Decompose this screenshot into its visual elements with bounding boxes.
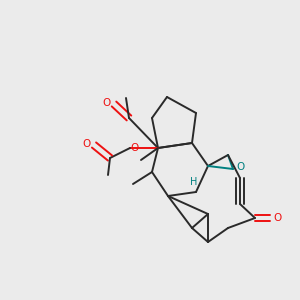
Text: H: H	[190, 177, 198, 187]
Text: O: O	[102, 98, 111, 107]
Text: O: O	[82, 139, 91, 148]
Text: O: O	[130, 143, 139, 153]
Text: O: O	[273, 213, 282, 223]
Text: O: O	[236, 163, 244, 172]
